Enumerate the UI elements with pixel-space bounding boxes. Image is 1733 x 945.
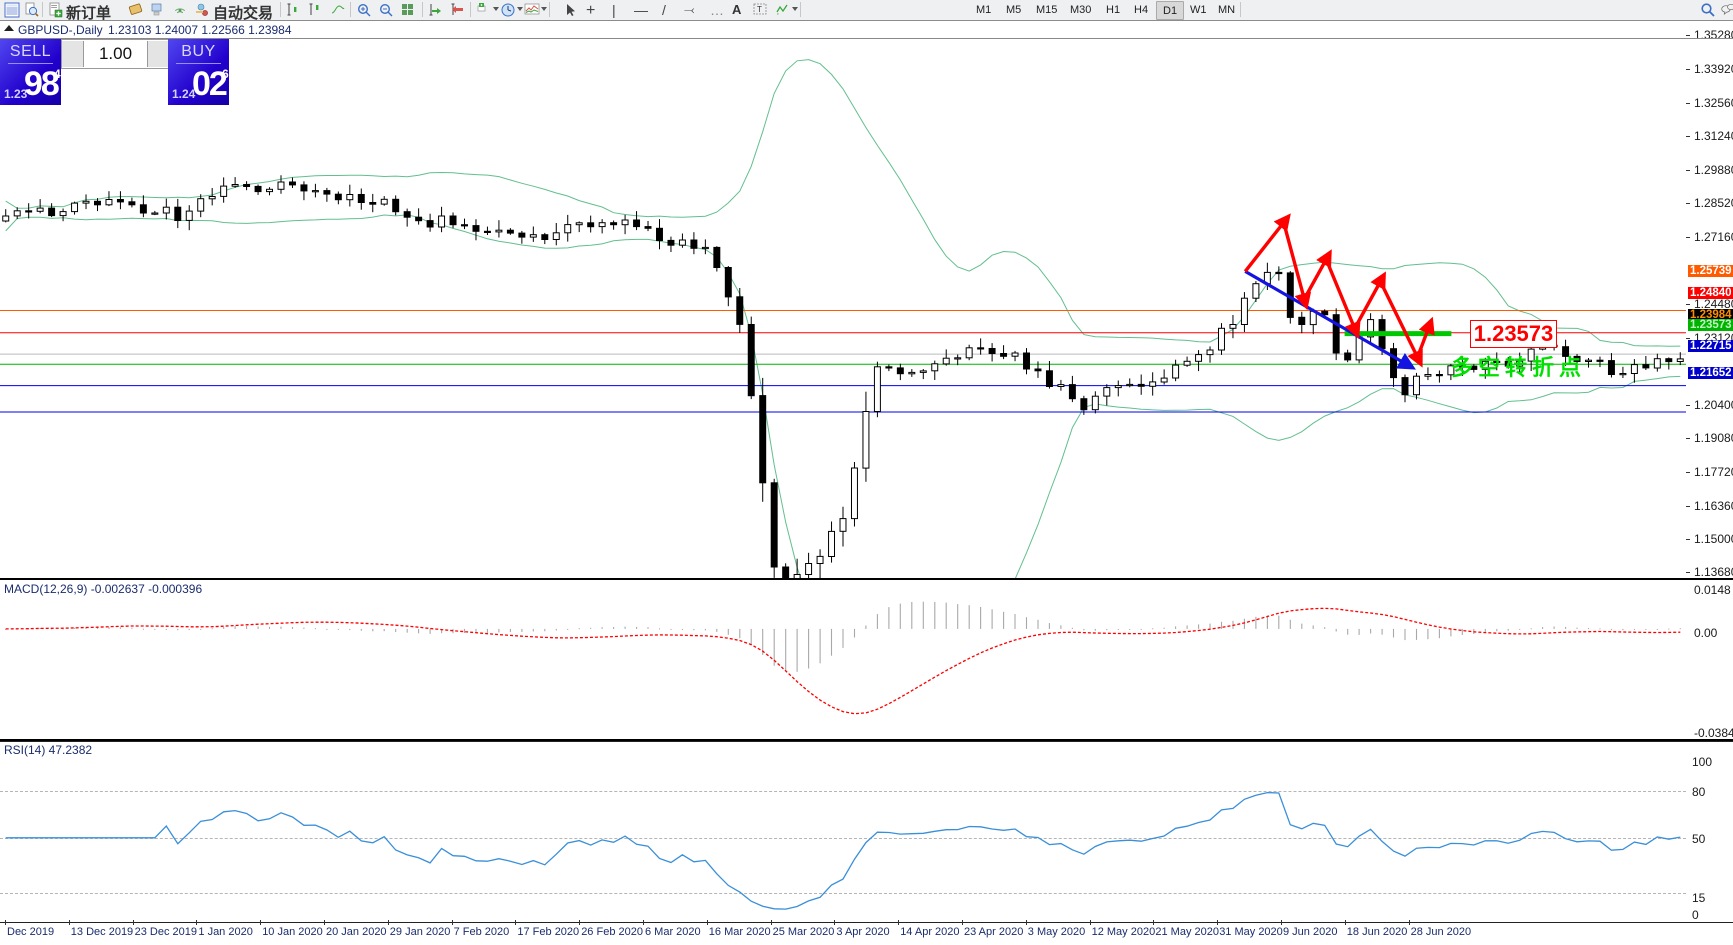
svg-text:T: T [757, 5, 762, 14]
